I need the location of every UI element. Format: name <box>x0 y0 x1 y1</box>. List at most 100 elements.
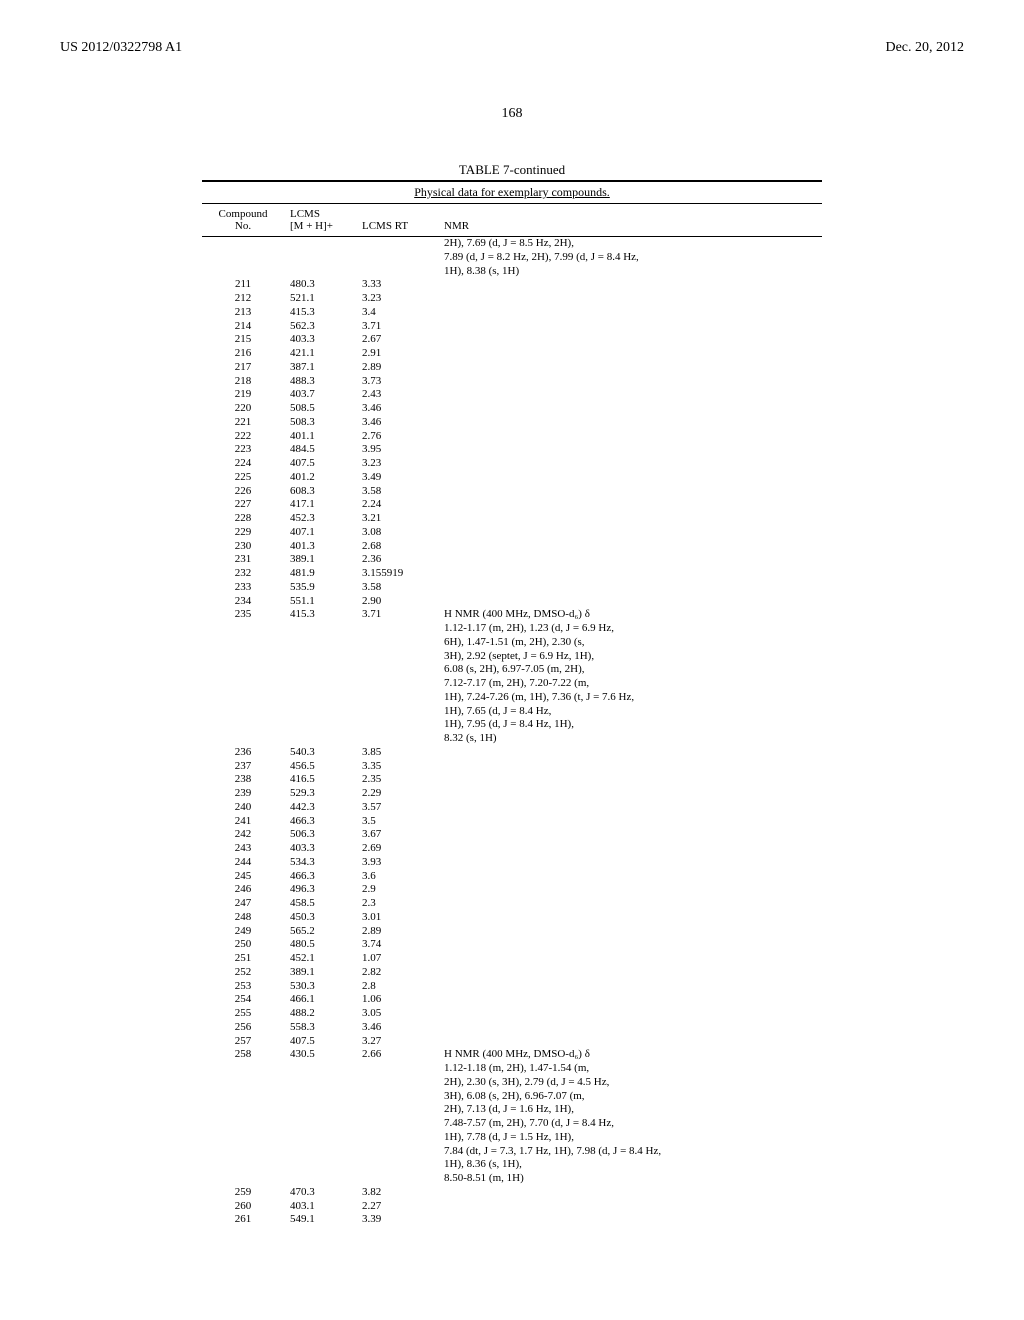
cell-lcms-mh: 403.1 <box>284 1200 356 1214</box>
cell-lcms-mh: 407.5 <box>284 1035 356 1049</box>
cell-lcms-mh: 401.2 <box>284 471 356 485</box>
cell-nmr <box>438 553 822 567</box>
cell-lcms-rt: 3.58 <box>356 485 438 499</box>
cell-nmr <box>438 526 822 540</box>
cell-lcms-mh: 480.3 <box>284 278 356 292</box>
cell-lcms-mh: 421.1 <box>284 347 356 361</box>
publication-date: Dec. 20, 2012 <box>885 40 964 56</box>
table-title: TABLE 7-continued <box>60 162 964 178</box>
cell-nmr <box>438 993 822 1007</box>
table-row: 261549.13.39 <box>202 1213 822 1227</box>
cell-lcms-mh: 530.3 <box>284 980 356 994</box>
table-row: 227417.12.24 <box>202 498 822 512</box>
table-row: 241466.33.5 <box>202 815 822 829</box>
table-row: 233535.93.58 <box>202 581 822 595</box>
cell-lcms-rt: 3.46 <box>356 416 438 430</box>
cell-compound-no: 214 <box>202 320 284 334</box>
cell-lcms-mh: 470.3 <box>284 1186 356 1200</box>
physical-data-table: Compound No. LCMS [M + H]+ LCMS RT NMR 2… <box>202 204 822 1227</box>
cell-compound-no: 236 <box>202 746 284 760</box>
cell-lcms-mh: 481.9 <box>284 567 356 581</box>
cell-nmr <box>438 498 822 512</box>
cell-nmr <box>438 980 822 994</box>
cell-nmr <box>438 320 822 334</box>
table-row: 249565.22.89 <box>202 925 822 939</box>
col-label: No. <box>235 220 251 232</box>
cell-nmr <box>438 883 822 897</box>
cell-lcms-mh: 466.3 <box>284 870 356 884</box>
table-row: 237456.53.35 <box>202 760 822 774</box>
cell-nmr <box>438 443 822 457</box>
cell-lcms-mh: 401.1 <box>284 430 356 444</box>
cell-lcms-mh: 442.3 <box>284 801 356 815</box>
cell-nmr <box>438 292 822 306</box>
cell-compound-no: 255 <box>202 1007 284 1021</box>
cell-lcms-rt: 3.57 <box>356 801 438 815</box>
cell-lcms-mh: 466.1 <box>284 993 356 1007</box>
cell-nmr <box>438 952 822 966</box>
cell-lcms-mh: 534.3 <box>284 856 356 870</box>
table-row: 220508.53.46 <box>202 402 822 416</box>
table-row: 239529.32.29 <box>202 787 822 801</box>
cell-lcms-rt: 3.49 <box>356 471 438 485</box>
cell-lcms-rt: 2.69 <box>356 842 438 856</box>
cell-nmr: H NMR (400 MHz, DMSO-d₆) δ 1.12-1.18 (m,… <box>438 1048 822 1186</box>
cell-lcms-mh: 529.3 <box>284 787 356 801</box>
cell-nmr <box>438 760 822 774</box>
cell-nmr <box>438 347 822 361</box>
cell-nmr <box>438 966 822 980</box>
table-row: 231389.12.36 <box>202 553 822 567</box>
cell-lcms-rt: 2.35 <box>356 773 438 787</box>
cell-lcms-mh: 540.3 <box>284 746 356 760</box>
cell-compound-no: 219 <box>202 388 284 402</box>
cell-lcms-mh: 452.1 <box>284 952 356 966</box>
cell-nmr <box>438 1035 822 1049</box>
table-row: 214562.33.71 <box>202 320 822 334</box>
cell-nmr <box>438 430 822 444</box>
cell-compound-no: 212 <box>202 292 284 306</box>
col-label: LCMS <box>290 208 320 220</box>
cell-compound-no: 230 <box>202 540 284 554</box>
cell-nmr <box>438 512 822 526</box>
table-row: 246496.32.9 <box>202 883 822 897</box>
cell-lcms-rt: 1.07 <box>356 952 438 966</box>
cell-lcms-rt: 2.24 <box>356 498 438 512</box>
cell-nmr <box>438 306 822 320</box>
cell-compound-no: 237 <box>202 760 284 774</box>
nmr-text: H NMR (400 MHz, DMSO-d₆) δ 1.12-1.18 (m,… <box>444 1048 816 1186</box>
cell-compound-no: 235 <box>202 608 284 746</box>
cell-lcms-rt: 2.29 <box>356 787 438 801</box>
cell-compound-no: 220 <box>202 402 284 416</box>
table-row: 230401.32.68 <box>202 540 822 554</box>
table-row: 251452.11.07 <box>202 952 822 966</box>
cell-lcms-rt: 2.82 <box>356 966 438 980</box>
table-row: 216421.12.91 <box>202 347 822 361</box>
cell-compound-no: 222 <box>202 430 284 444</box>
table-row: 238416.52.35 <box>202 773 822 787</box>
cell-nmr <box>438 938 822 952</box>
cell-nmr: H NMR (400 MHz, DMSO-d₆) δ 1.12-1.17 (m,… <box>438 608 822 746</box>
table-row: 212521.13.23 <box>202 292 822 306</box>
cell-lcms-rt: 2.8 <box>356 980 438 994</box>
cell-compound-no: 257 <box>202 1035 284 1049</box>
cell-lcms-rt: 3.6 <box>356 870 438 884</box>
cell-compound-no: 218 <box>202 375 284 389</box>
table-row: 245466.33.6 <box>202 870 822 884</box>
cell-lcms-rt: 2.90 <box>356 595 438 609</box>
col-label: [M + H]+ <box>290 220 333 232</box>
table-row: 222401.12.76 <box>202 430 822 444</box>
cell-lcms-rt: 2.43 <box>356 388 438 402</box>
cell-lcms-mh: 558.3 <box>284 1021 356 1035</box>
cell-nmr <box>438 856 822 870</box>
cell-lcms-mh: 466.3 <box>284 815 356 829</box>
cell-lcms-rt: 3.95 <box>356 443 438 457</box>
cell-lcms-mh: 387.1 <box>284 361 356 375</box>
cell-compound-no: 229 <box>202 526 284 540</box>
cell-lcms-mh: 401.3 <box>284 540 356 554</box>
cell-lcms-mh: 456.5 <box>284 760 356 774</box>
cell-lcms-rt: 3.82 <box>356 1186 438 1200</box>
cell-nmr <box>438 457 822 471</box>
cell-compound-no: 225 <box>202 471 284 485</box>
cell-lcms-rt: 2.66 <box>356 1048 438 1186</box>
cell-nmr <box>438 1021 822 1035</box>
